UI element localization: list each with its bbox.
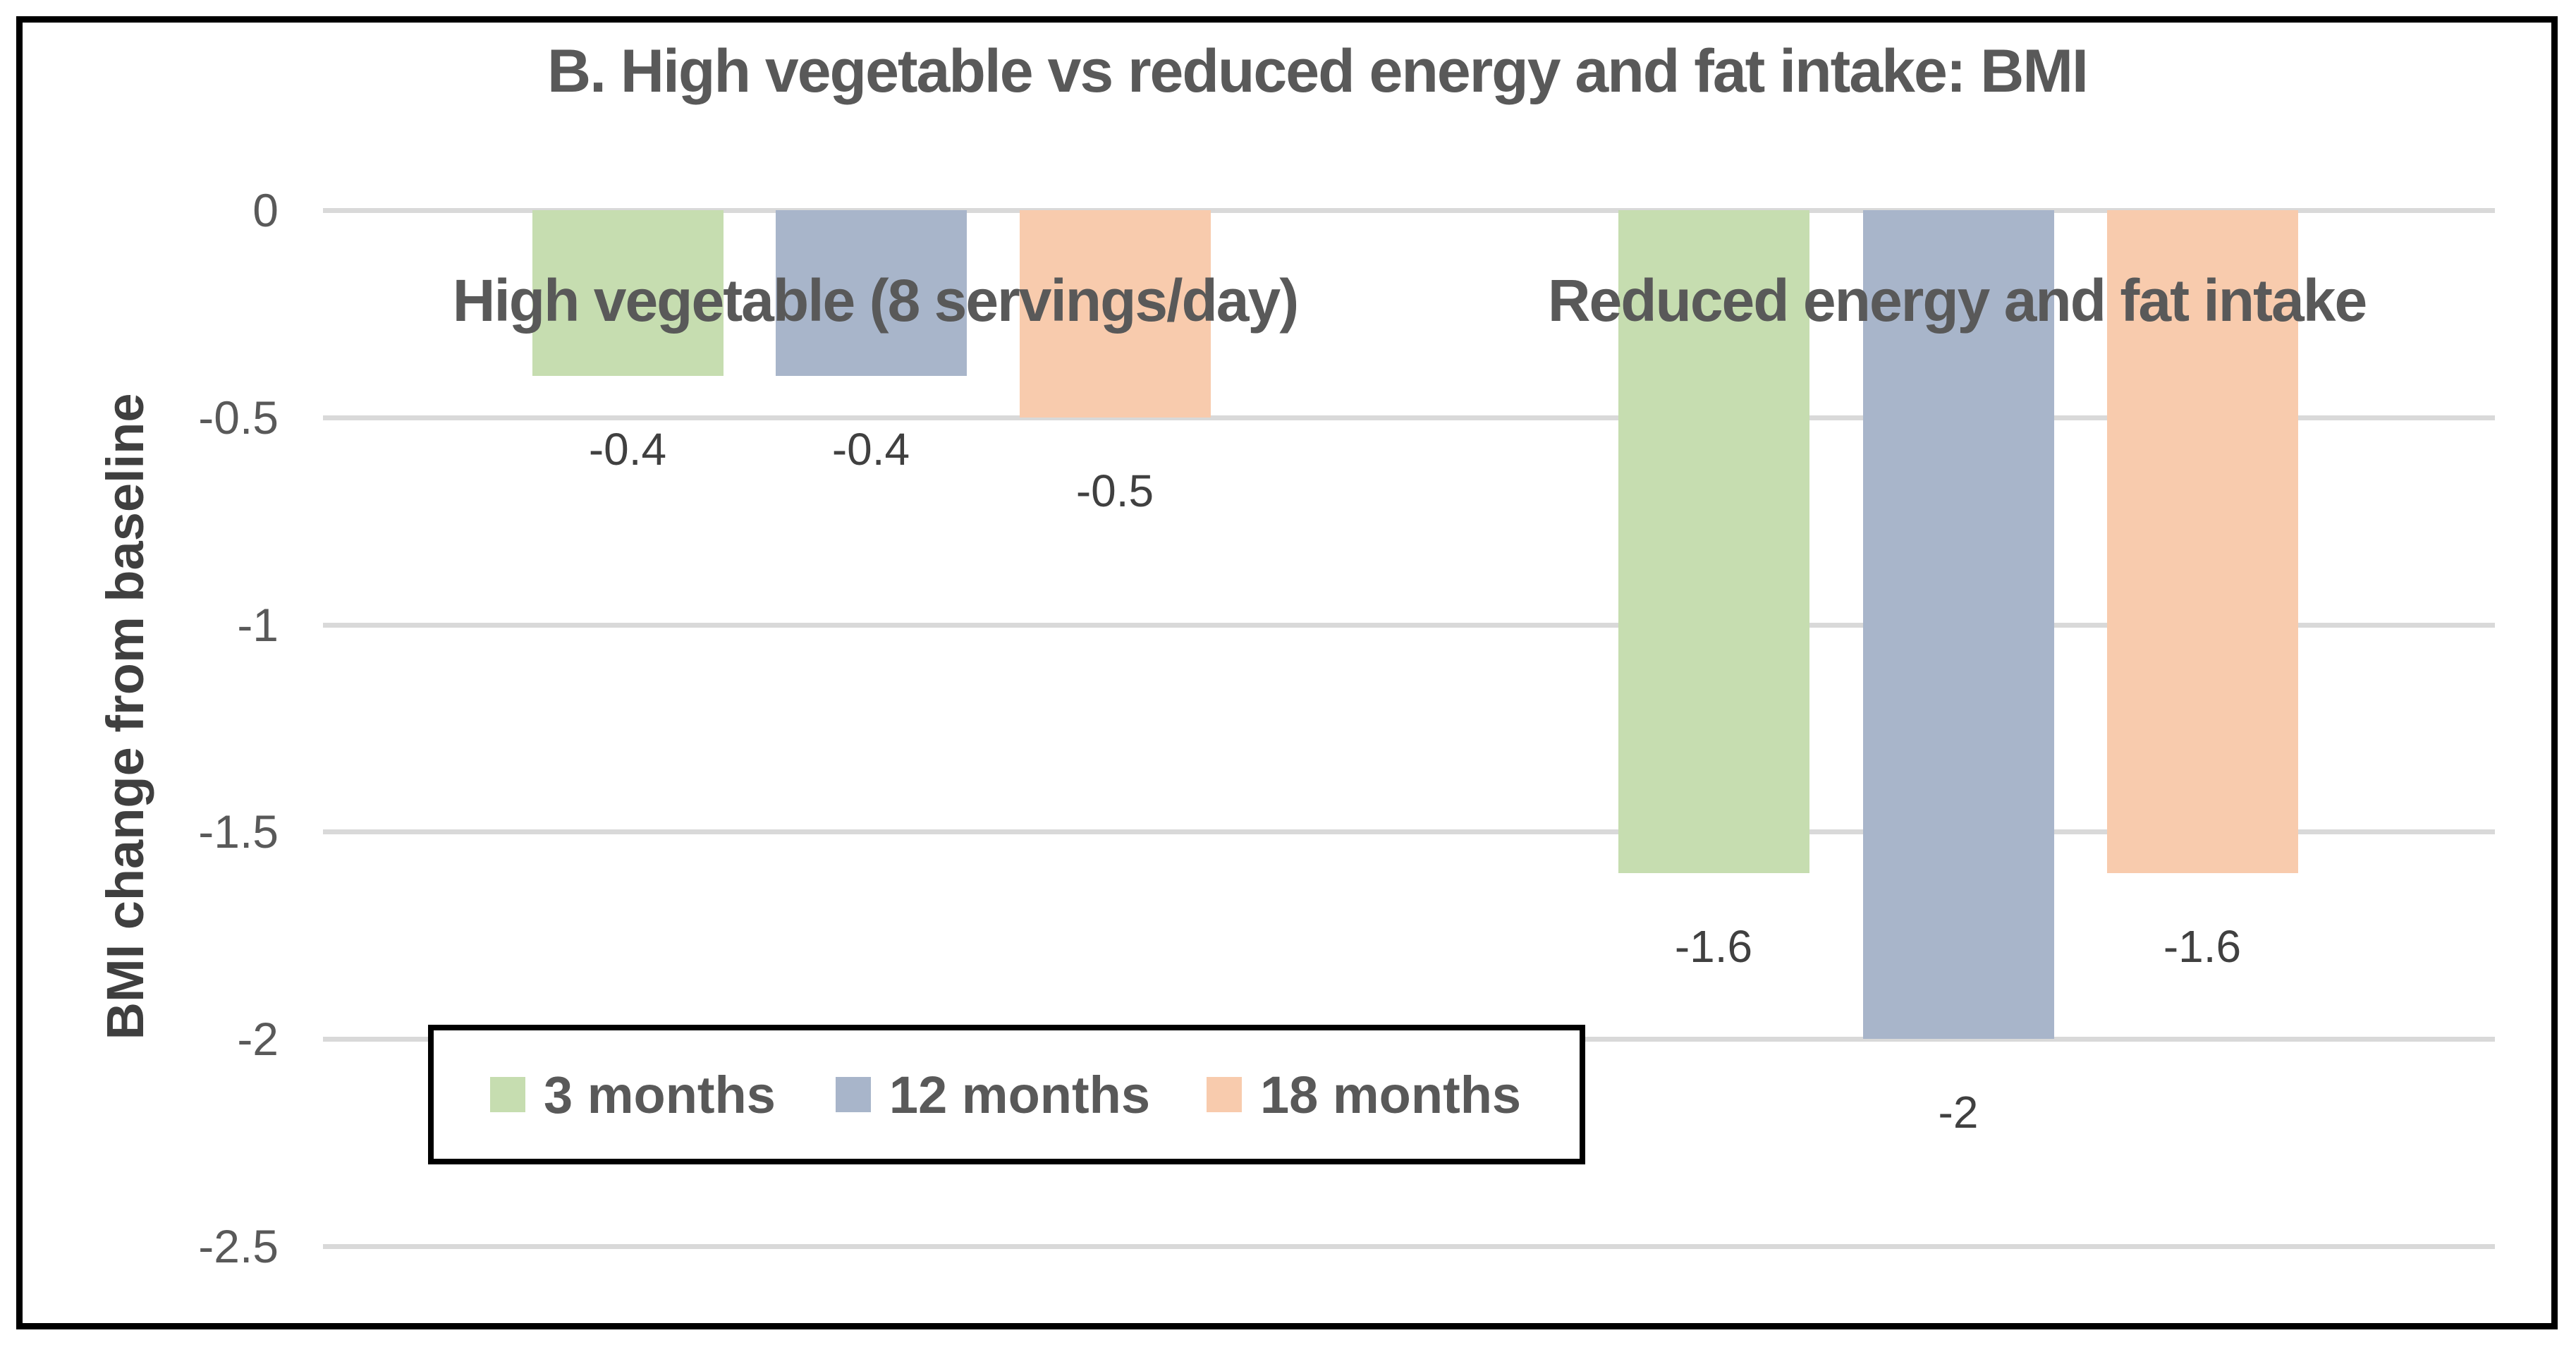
data-label: -0.4 xyxy=(831,424,910,475)
data-label: -0.4 xyxy=(588,424,667,475)
y-tick-label: 0 xyxy=(252,184,279,236)
bar-3months-reduced-energy xyxy=(1618,210,1809,874)
y-tick-label: -1 xyxy=(237,599,279,651)
gridline-neg1-5 xyxy=(323,829,2495,834)
data-label: -0.5 xyxy=(1075,465,1154,516)
bar-18months-reduced-energy xyxy=(2107,210,2298,874)
legend-swatch-orange xyxy=(1207,1077,1242,1112)
plot-area: -0.4 -0.4 -0.5 -1.6 -2 -1.6 High vegetab… xyxy=(323,208,2495,1249)
y-tick-label: -0.5 xyxy=(198,391,279,444)
legend-item-18-months: 18 months xyxy=(1207,1065,1521,1125)
legend-swatch-green xyxy=(490,1077,525,1112)
data-label: -1.6 xyxy=(1674,921,1753,973)
y-tick-label: -1.5 xyxy=(198,805,279,858)
data-label: -1.6 xyxy=(2163,921,2242,973)
bar-12months-reduced-energy xyxy=(1863,210,2054,1040)
legend: 3 months 12 months 18 months xyxy=(428,1025,1585,1164)
legend-item-12-months: 12 months xyxy=(835,1065,1150,1125)
category-label-reduced-energy: Reduced energy and fat intake xyxy=(1547,267,2367,334)
y-tick-label: -2 xyxy=(237,1013,279,1065)
y-tick-label: -2.5 xyxy=(198,1220,279,1272)
bar-3months-high-vegetable xyxy=(532,210,724,377)
legend-label: 3 months xyxy=(544,1065,776,1124)
legend-swatch-blue xyxy=(835,1077,871,1112)
gridline-0 xyxy=(323,208,2495,213)
bar-18months-high-vegetable xyxy=(1020,210,1211,418)
chart-title: B. High vegetable vs reduced energy and … xyxy=(547,37,2089,105)
chart-outer-border xyxy=(16,16,2558,1329)
gridline-neg2-5 xyxy=(323,1244,2495,1249)
legend-label: 12 months xyxy=(889,1065,1150,1124)
legend-item-3-months: 3 months xyxy=(490,1065,776,1125)
gridline-neg0-5 xyxy=(323,415,2495,420)
category-label-high-vegetable: High vegetable (8 servings/day) xyxy=(452,267,1299,334)
gridline-neg1 xyxy=(323,623,2495,628)
legend-label: 18 months xyxy=(1260,1065,1522,1124)
data-label: -2 xyxy=(1938,1087,1979,1138)
bar-12months-high-vegetable xyxy=(776,210,967,377)
